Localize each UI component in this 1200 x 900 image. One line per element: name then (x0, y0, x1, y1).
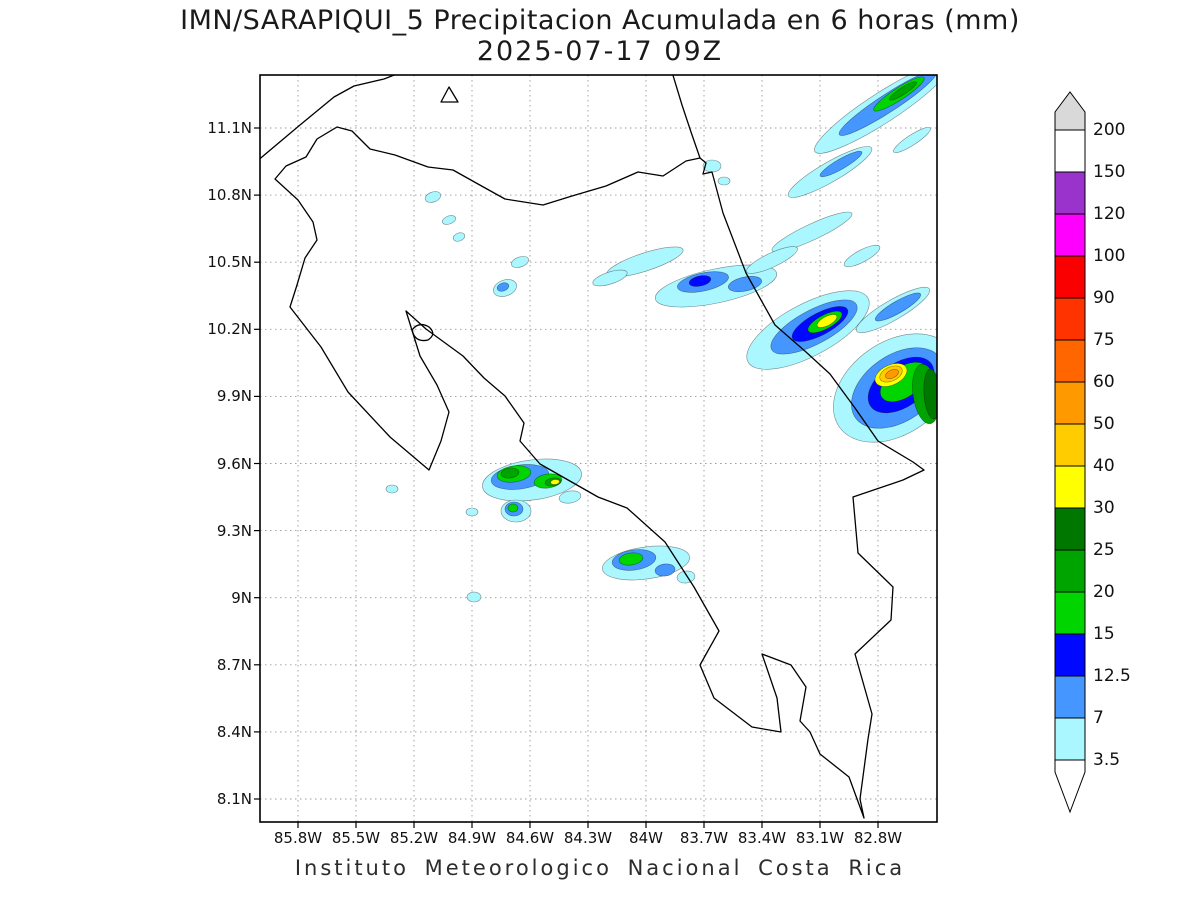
plot-frame (259, 74, 938, 823)
precip-cell-level-20 (500, 467, 520, 479)
precip-cell-level-3.5 (441, 215, 457, 225)
nicaragua-caribbean-coast (672, 75, 701, 159)
colorbar-tick-label: 150 (1093, 162, 1126, 182)
precipitation-shading (385, 75, 937, 603)
y-tick-label: 11.1N (207, 119, 252, 137)
y-tick-label: 8.7N (216, 655, 252, 674)
x-tick-label: 85.2W (389, 829, 439, 847)
map-subtitle-datetime: 2025-07-17 09Z (476, 36, 724, 67)
precip-cell-level-7 (728, 275, 762, 293)
colorbar-segment (1054, 339, 1086, 383)
colorbar-segment (1054, 717, 1086, 761)
x-tick-label: 85.5W (331, 829, 381, 847)
costa-rica-outline (274, 126, 925, 819)
y-tick-label: 9.6N (216, 454, 252, 473)
colorbar-segment (1054, 213, 1086, 257)
colorbar-tick-label: 7 (1093, 708, 1104, 728)
coastlines (260, 75, 925, 819)
colorbar-segment (1054, 633, 1086, 677)
x-tick-label: 84.3W (563, 829, 613, 847)
x-tick-label: 83.1W (795, 829, 845, 847)
precip-cell-level-7 (874, 292, 922, 322)
colorbar-segment (1054, 297, 1086, 341)
footer-institution: Instituto Meteorologico Nacional Costa R… (294, 856, 906, 880)
y-tick-label: 8.4N (216, 722, 252, 741)
x-tick-label: 83.7W (679, 829, 729, 847)
precip-cell-level-3.5 (771, 211, 853, 253)
colorbar-segment (1054, 171, 1086, 215)
precip-cell-level-15 (507, 503, 519, 513)
colorbar-tick-label: 25 (1093, 540, 1115, 560)
y-tick-label: 9N (231, 588, 252, 607)
colorbar-segment (1054, 507, 1086, 551)
colorbar-segment (1054, 381, 1086, 425)
precip-cell-level-20 (889, 81, 917, 101)
y-tick-label: 9.3N (216, 521, 252, 540)
lake-nicaragua-shoreline (260, 75, 397, 160)
colorbar-tick-label: 50 (1093, 414, 1115, 434)
x-tick-label: 84W (629, 829, 663, 847)
colorbar-segment (1054, 549, 1086, 593)
precip-cell-level-3.5 (466, 591, 482, 603)
colorbar-tick-label: 200 (1093, 120, 1126, 140)
colorbar-segment (1054, 255, 1086, 299)
colorbar-tick-label: 90 (1093, 288, 1115, 308)
precip-cell-level-3.5 (511, 256, 529, 268)
colorbar-arrow-bottom (1054, 759, 1086, 814)
x-tick-label: 82.8W (853, 829, 903, 847)
precip-cell-level-50 (885, 369, 899, 379)
precip-cell-level-3.5 (424, 191, 442, 203)
colorbar-tick-label: 60 (1093, 372, 1115, 392)
precip-cell-level-12.5 (688, 275, 712, 287)
y-tick-label: 10.2N (207, 320, 252, 339)
colorbar-tick-label: 20 (1093, 582, 1115, 602)
colorbar-arrow-top (1054, 91, 1086, 131)
precip-cell-level-3.5 (676, 570, 696, 584)
precip-cell-level-3.5 (843, 244, 881, 268)
colorbar-tick-label: 100 (1093, 246, 1126, 266)
precip-cell-level-7 (496, 282, 510, 292)
precip-cell-level-7 (819, 150, 863, 178)
x-tick-label: 83.4W (737, 829, 787, 847)
precip-cell-level-3.5 (592, 269, 628, 287)
precip-cell-level-3.5 (893, 127, 931, 153)
colorbar-segment (1054, 591, 1086, 635)
y-tick-label: 10.5N (207, 253, 252, 272)
y-tick-label: 8.1N (216, 790, 252, 808)
precip-cell-level-3.5 (746, 246, 798, 274)
precip-cell-level-7 (654, 563, 676, 577)
colorbar-tick-label: 30 (1093, 498, 1115, 518)
colorbar-tick-label: 15 (1093, 624, 1115, 644)
x-tick-label: 84.9W (447, 829, 497, 847)
precip-cell-level-3.5 (465, 507, 479, 517)
colorbar-tick-label: 40 (1093, 456, 1115, 476)
precip-cell-level-30 (550, 479, 560, 485)
colorbar-segment (1054, 675, 1086, 719)
colorbar-segment (1054, 129, 1086, 173)
colorbar-tick-label: 120 (1093, 204, 1126, 224)
precip-cell-level-3.5 (558, 490, 582, 504)
colorbar-tick-label: 3.5 (1093, 750, 1121, 770)
lake-island (440, 86, 459, 103)
x-tick-label: 84.6W (505, 829, 555, 847)
grid-lines (260, 75, 937, 822)
x-tick-label: 85.8W (273, 829, 323, 847)
colorbar-segment (1054, 423, 1086, 467)
colorbar-segment (1054, 465, 1086, 509)
precip-cell-level-15 (618, 552, 644, 566)
axis-ticks (254, 127, 879, 828)
precip-cell-level-3.5 (717, 176, 731, 186)
precip-cell-level-30 (816, 314, 838, 328)
colorbar-tick-label: 12.5 (1093, 666, 1131, 686)
colorbar-tick-label: 75 (1093, 330, 1115, 350)
precip-cell-level-3.5 (452, 232, 466, 242)
precip-cell-level-3.5 (385, 484, 399, 494)
y-tick-label: 9.9N (216, 387, 252, 406)
precip-cell-level-25 (923, 368, 937, 420)
map-title: IMN/SARAPIQUI_5 Precipitacion Acumulada … (180, 5, 1020, 36)
y-tick-label: 10.8N (207, 186, 252, 205)
colorbar (1054, 91, 1086, 814)
